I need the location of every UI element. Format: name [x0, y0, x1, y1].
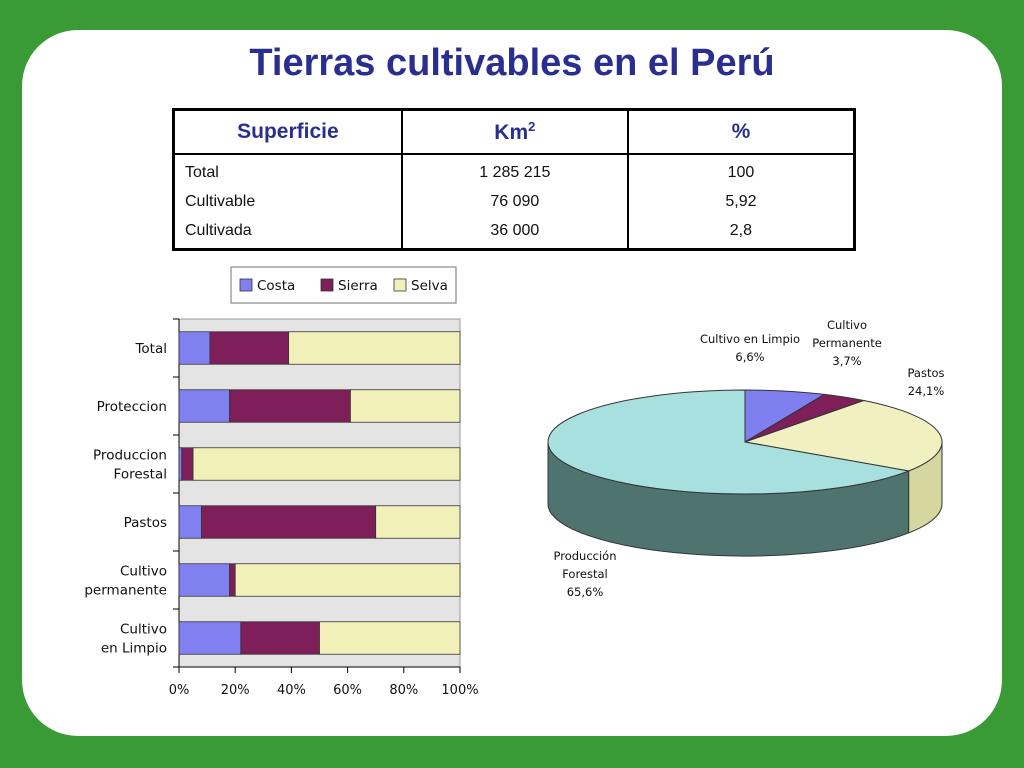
x-tick-label: 20%	[221, 683, 250, 698]
x-tick-label: 0%	[169, 683, 190, 698]
pie-slice	[547, 389, 911, 495]
pie-label: Cultivo	[827, 318, 867, 332]
superficie-cell: Total Cultivable Cultivada	[172, 154, 403, 250]
stacked-bar-chart: 0% 20% 40% 60% 80% 100% Total Proteccion Producc…	[84, 266, 479, 698]
row-name: Cultivada	[185, 222, 252, 239]
header-km2: Km2	[400, 108, 629, 155]
pie-label: Forestal	[562, 567, 608, 581]
data-table: Superficie Km2 % Total Cultivable Cultiv…	[172, 108, 856, 251]
row-name: Cultivable	[185, 193, 256, 210]
bar-sierra	[181, 447, 194, 481]
land-table: Superficie Km2 % Total Cultivable Cultiv…	[172, 108, 856, 251]
row-km2: 36 000	[490, 222, 540, 239]
bar-selva	[234, 563, 461, 597]
pie-label: Producción	[554, 549, 617, 563]
category-label: Forestal	[114, 467, 167, 483]
bar-selva	[350, 389, 461, 423]
bar-costa	[178, 389, 230, 423]
pie-chart-3d: Cultivo en Limpio 6,6% Cultivo Permanente 3,…	[547, 318, 945, 599]
row-km2: 1 285 215	[479, 164, 551, 181]
legend-label: Sierra	[338, 278, 378, 294]
x-tick-label: 100%	[441, 683, 478, 698]
bar-costa	[178, 505, 202, 539]
bar-costa	[178, 331, 211, 365]
x-tick-label: 80%	[389, 683, 418, 698]
legend-box	[230, 266, 457, 304]
row-percent: 100	[727, 164, 755, 181]
category-label: Cultivo	[120, 622, 167, 638]
table-header-row: Superficie Km2 %	[172, 108, 856, 155]
percent-cell: 100 5,92 2,8	[626, 154, 856, 250]
bar-selva	[375, 505, 461, 539]
pie-slice	[743, 399, 943, 472]
category-label: Cultivo	[120, 564, 167, 580]
legend-swatch	[239, 278, 253, 292]
pie-label: 65,6%	[567, 585, 604, 599]
legend-label: Selva	[411, 278, 448, 294]
pie-label: Cultivo en Limpio	[700, 332, 800, 346]
pie-label: 3,7%	[832, 354, 861, 368]
bar-sierra	[201, 505, 377, 539]
bar-sierra	[229, 563, 236, 597]
header-km-superscript: 2	[528, 119, 536, 134]
row-km2: 76 090	[490, 193, 540, 210]
bar-selva	[288, 331, 461, 365]
pie-label: Permanente	[812, 336, 882, 350]
pie-label: Pastos	[908, 366, 945, 380]
header-km-text: Km	[494, 121, 529, 144]
category-label: permanente	[84, 583, 167, 599]
category-label: en Limpio	[101, 641, 167, 657]
header-superficie: Superficie	[172, 108, 403, 155]
header-percent: %	[626, 108, 856, 155]
bar-costa	[178, 447, 183, 481]
km2-cell: 1 285 215 76 090 36 000	[400, 154, 629, 250]
category-label: Pastos	[124, 515, 167, 531]
row-name: Total	[185, 164, 219, 181]
legend-swatch	[320, 278, 334, 292]
row-percent: 5,92	[725, 193, 757, 210]
category-label: Proteccion	[97, 399, 167, 415]
pie-label: 6,6%	[735, 350, 764, 364]
category-label: Produccion	[93, 448, 167, 464]
legend-swatch	[393, 278, 407, 292]
pie-label: 24,1%	[908, 384, 945, 398]
bar-sierra	[209, 331, 289, 365]
row-percent: 2,8	[729, 222, 753, 239]
bar-costa	[178, 621, 242, 655]
x-tick-label: 40%	[277, 683, 306, 698]
bar-costa	[178, 563, 230, 597]
legend-label: Costa	[257, 278, 295, 294]
page-title: Tierras cultivables en el Perú	[249, 42, 775, 84]
bar-selva	[192, 447, 461, 481]
x-tick-label: 60%	[333, 683, 362, 698]
bar-sierra	[240, 621, 320, 655]
bar-sierra	[229, 389, 351, 423]
table-row: Total Cultivable Cultivada 1 285 215 76 …	[172, 154, 856, 250]
bar-selva	[319, 621, 461, 655]
category-label: Total	[134, 341, 167, 357]
